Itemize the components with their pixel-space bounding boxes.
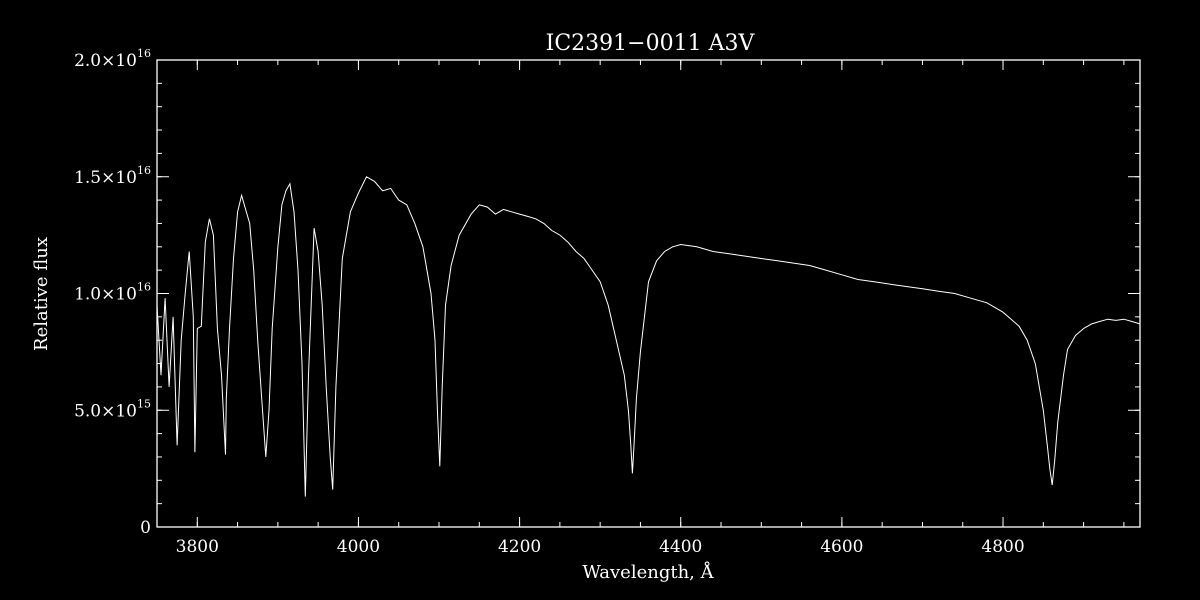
axis-ticks bbox=[156, 59, 1140, 528]
x-tick-label: 4800 bbox=[981, 537, 1024, 557]
y-tick-label: 1.0×1016 bbox=[74, 281, 151, 305]
y-tick-labels: 0 5.0×1015 1.0×1016 1.5×1016 2.0×1016 bbox=[74, 47, 151, 538]
x-tick-label: 4200 bbox=[498, 537, 541, 557]
x-tick-label: 4000 bbox=[337, 537, 380, 557]
x-tick-label: 3800 bbox=[176, 537, 219, 557]
chart-title: IC2391−0011 A3V bbox=[546, 31, 756, 56]
spectrum-line bbox=[157, 176, 1140, 497]
x-tick-labels: 3800 4000 4200 4400 4600 4800 bbox=[176, 537, 1025, 557]
x-axis-label: Wavelength, Å bbox=[582, 561, 714, 583]
y-tick-label: 5.0×1015 bbox=[74, 397, 151, 421]
y-tick-label: 2.0×1016 bbox=[74, 47, 151, 71]
x-tick-label: 4400 bbox=[659, 537, 702, 557]
y-tick-label: 1.5×1016 bbox=[74, 164, 151, 188]
y-axis-label: Relative flux bbox=[31, 237, 52, 351]
y-tick-label: 0 bbox=[140, 518, 151, 538]
x-tick-label: 4600 bbox=[820, 537, 863, 557]
